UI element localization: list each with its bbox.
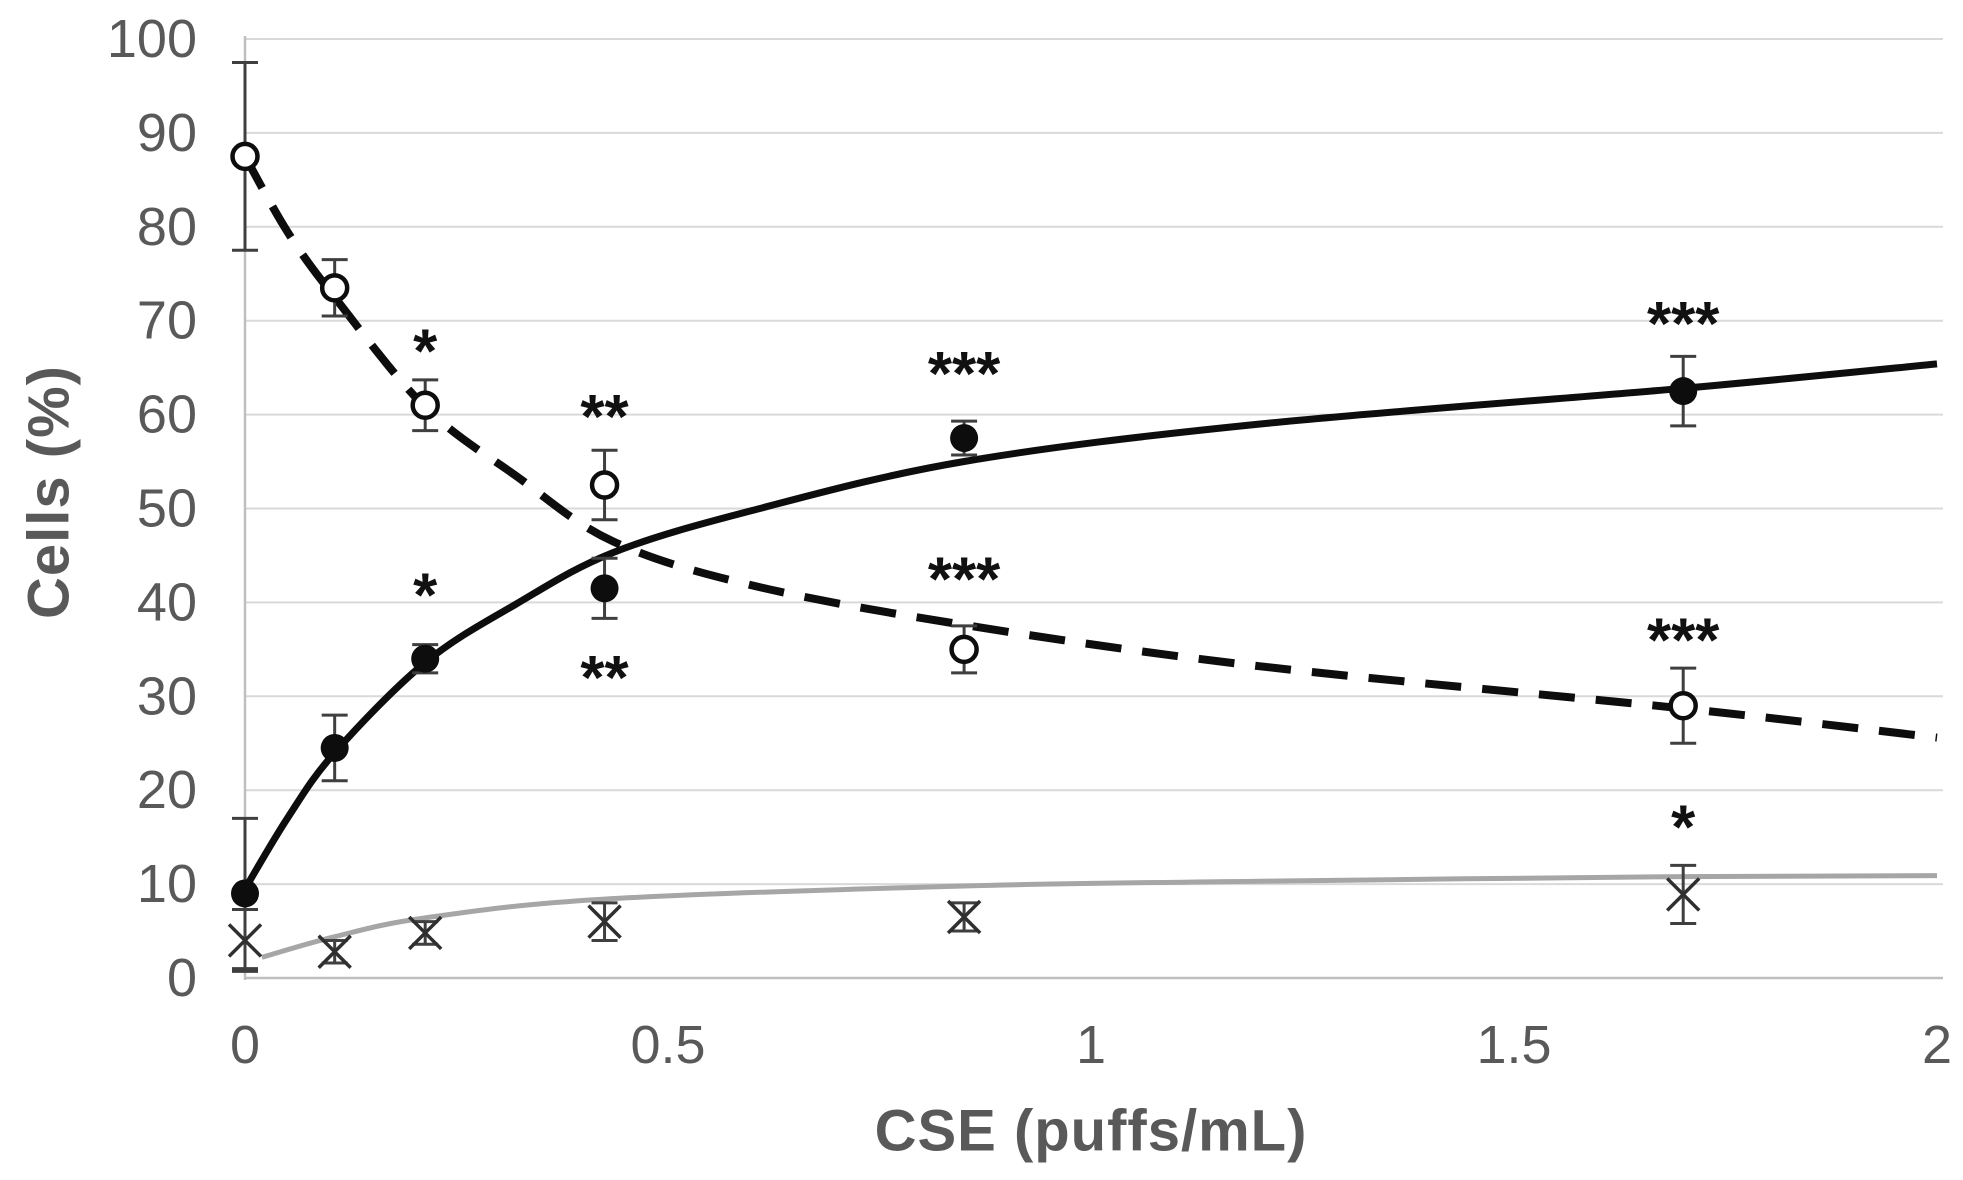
y-tick-label: 20 [137, 760, 197, 820]
significance-label: *** [1647, 290, 1720, 359]
x-tick-label: 0.5 [630, 1015, 705, 1075]
y-tick-label: 70 [137, 291, 197, 351]
significance-label: ** [580, 383, 629, 452]
marker-x-cross [587, 904, 622, 939]
marker-x-cross [1665, 877, 1701, 912]
y-tick-label: 10 [137, 854, 197, 914]
significance-label: * [413, 561, 438, 630]
x-tick-label: 0 [230, 1015, 260, 1075]
significance-label: * [413, 317, 438, 386]
significance-label: *** [928, 545, 1001, 614]
y-tick-label: 100 [107, 9, 197, 69]
marker-x-cross [227, 923, 263, 958]
x-axis-title: CSE (puffs/mL) [874, 1098, 1308, 1164]
significance-label: *** [1647, 607, 1720, 676]
significance-label: * [1671, 793, 1696, 862]
marker-x-cross [946, 899, 982, 935]
marker-x-cross [407, 915, 443, 951]
marker-filled-circle [231, 879, 259, 908]
y-tick-label: 60 [137, 385, 197, 445]
x-tick-label: 1 [1076, 1015, 1106, 1075]
trend-line-x-marker-gray-low [261, 873, 1938, 960]
x-tick-label: 2 [1922, 1015, 1952, 1075]
y-tick-label: 90 [137, 103, 197, 163]
y-tick-label: 30 [137, 666, 197, 726]
marker-open-circle [230, 141, 260, 172]
y-axis-title: Cells (%) [16, 365, 82, 619]
marker-open-circle [949, 634, 979, 665]
trend-line-open-circle-dashed-declining [241, 154, 1938, 742]
marker-filled-circle [320, 733, 349, 762]
marker-open-circle [410, 390, 440, 420]
y-tick-label: 80 [137, 197, 197, 257]
marker-filled-circle [1669, 377, 1698, 406]
significance-label: *** [928, 340, 1001, 409]
marker-filled-circle [590, 574, 619, 603]
marker-open-circle [589, 470, 620, 500]
y-tick-label: 40 [137, 572, 197, 632]
marker-x-cross [317, 934, 352, 969]
marker-open-circle [319, 273, 350, 303]
significance-label: ** [580, 644, 629, 713]
marker-filled-circle [411, 644, 440, 673]
y-tick-label: 0 [167, 948, 197, 1008]
marker-open-circle [1668, 690, 1698, 721]
y-tick-label: 50 [137, 479, 197, 539]
x-tick-label: 1.5 [1476, 1015, 1551, 1075]
marker-filled-circle [950, 424, 979, 453]
